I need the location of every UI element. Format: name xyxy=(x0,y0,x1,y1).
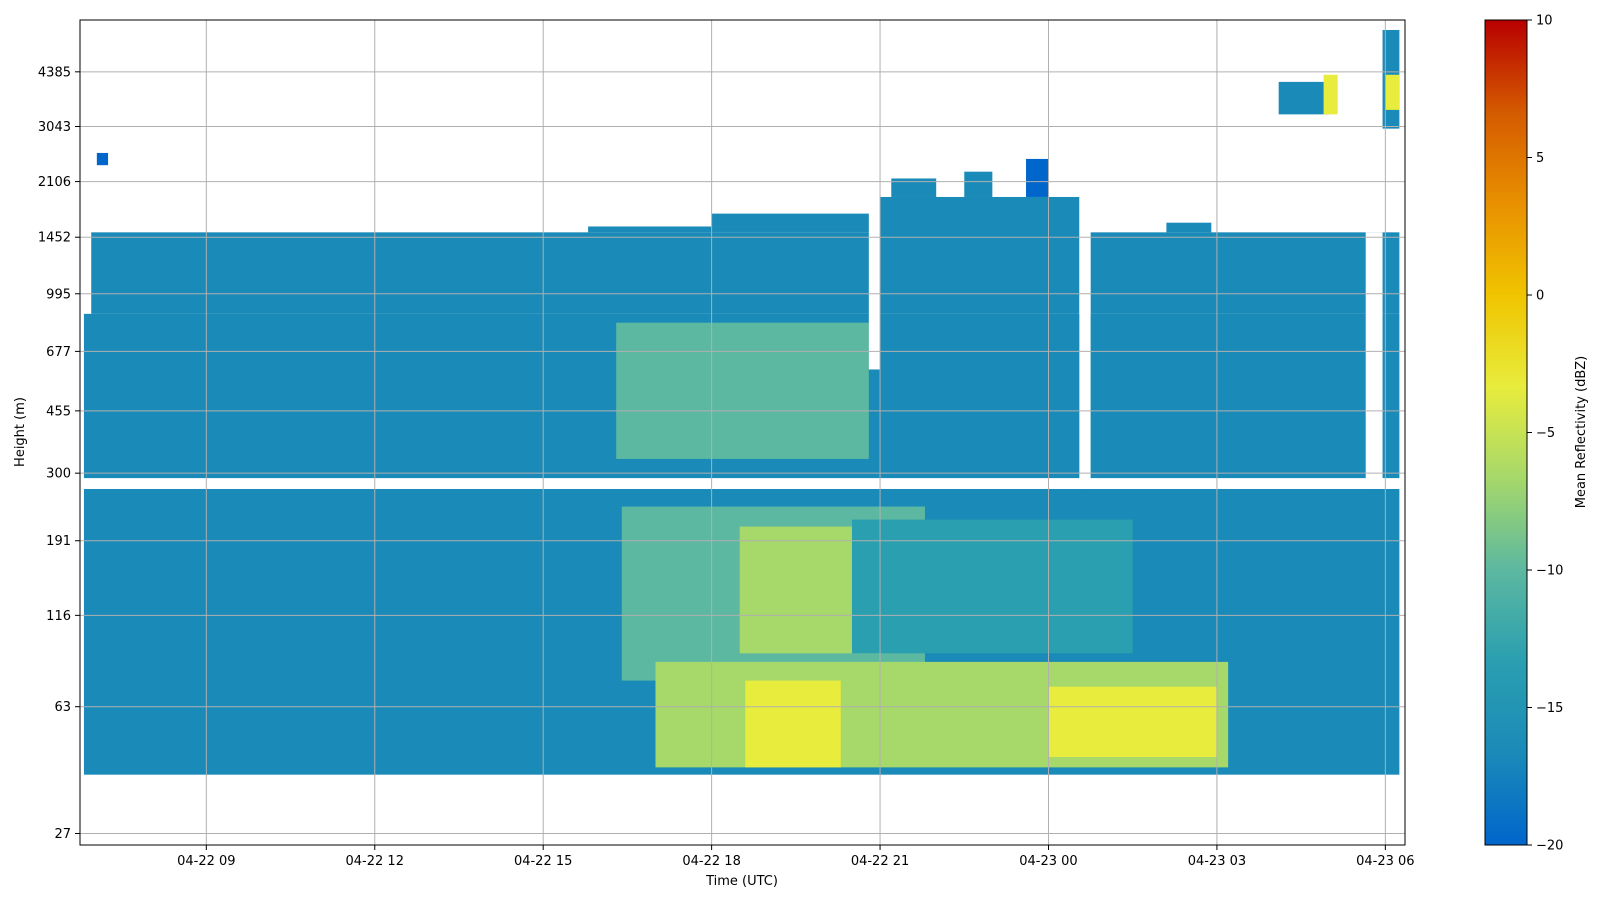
reflectivity-cell xyxy=(588,226,881,233)
colorbar-tick-label: −5 xyxy=(1536,426,1555,441)
colorbar-tick-label: 5 xyxy=(1536,151,1544,166)
reflectivity-cell xyxy=(891,178,937,197)
grid-lines xyxy=(80,20,1405,845)
y-tick-label: 1452 xyxy=(38,231,71,246)
x-axis-label: Time (UTC) xyxy=(705,874,778,889)
y-tick-label: 4385 xyxy=(38,65,71,80)
y-tick-label: 27 xyxy=(54,827,71,842)
x-tick-label: 04-22 21 xyxy=(851,854,909,869)
y-tick-label: 2106 xyxy=(38,175,71,190)
plot-frame xyxy=(79,19,1406,846)
x-tick-label: 04-22 15 xyxy=(514,854,572,869)
y-tick-label: 677 xyxy=(46,345,71,360)
y-tick-label: 995 xyxy=(46,287,71,302)
colorbar-tick-label: 10 xyxy=(1536,14,1553,29)
reflectivity-cell xyxy=(1048,686,1217,758)
colorbar-tick-label: −20 xyxy=(1536,839,1563,854)
x-tick-label: 04-23 06 xyxy=(1356,854,1414,869)
colorbar-tick-label: −15 xyxy=(1536,701,1563,716)
data-gap xyxy=(1365,232,1383,489)
y-tick-label: 116 xyxy=(46,609,71,624)
y-tick-label: 300 xyxy=(46,467,71,482)
data-gap xyxy=(868,205,881,370)
reflectivity-cell xyxy=(711,213,881,227)
y-tick-label: 3043 xyxy=(38,120,71,135)
reflectivity-cell xyxy=(851,519,1133,654)
reflectivity-cell xyxy=(880,196,1080,314)
reflectivity-cell xyxy=(677,364,841,442)
colorbar-scale xyxy=(1484,19,1528,846)
x-tick-label: 04-22 09 xyxy=(177,854,235,869)
data-gap xyxy=(80,478,1405,489)
reflectivity-cell xyxy=(1278,81,1330,115)
y-axis-label: Height (m) xyxy=(13,397,28,467)
reflectivity-cell xyxy=(1385,74,1400,110)
heatmap-layer xyxy=(80,29,1405,775)
y-tick-label: 455 xyxy=(46,404,71,419)
x-tick-label: 04-23 00 xyxy=(1019,854,1077,869)
reflectivity-cell xyxy=(1323,74,1338,115)
data-gap xyxy=(1079,196,1091,489)
colorbar-label: Mean Reflectivity (dBZ) xyxy=(1574,356,1589,509)
axes: 04-22 09 04-22 12 04-22 15 04-22 18 04-22 21… xyxy=(38,65,1415,869)
colorbar-tick-label: −10 xyxy=(1536,564,1563,579)
colorbar-tick-label: 0 xyxy=(1536,289,1544,304)
reflectivity-cell xyxy=(91,232,881,314)
reflectivity-cell xyxy=(96,152,109,166)
reflectivity-cell xyxy=(964,171,993,197)
reflectivity-cell xyxy=(745,680,841,768)
x-tick-label: 04-22 18 xyxy=(682,854,740,869)
x-tick-label: 04-23 03 xyxy=(1188,854,1246,869)
x-tick-label: 04-22 12 xyxy=(346,854,404,869)
y-tick-label: 191 xyxy=(46,534,71,549)
reflectivity-cell xyxy=(1090,232,1400,314)
y-tick-label: 63 xyxy=(54,700,71,715)
reflectivity-cell xyxy=(1166,222,1212,233)
reflectivity-cell xyxy=(1026,158,1049,197)
colorbar: 10 5 0 −5 −10 −15 −20 xyxy=(1484,14,1563,854)
